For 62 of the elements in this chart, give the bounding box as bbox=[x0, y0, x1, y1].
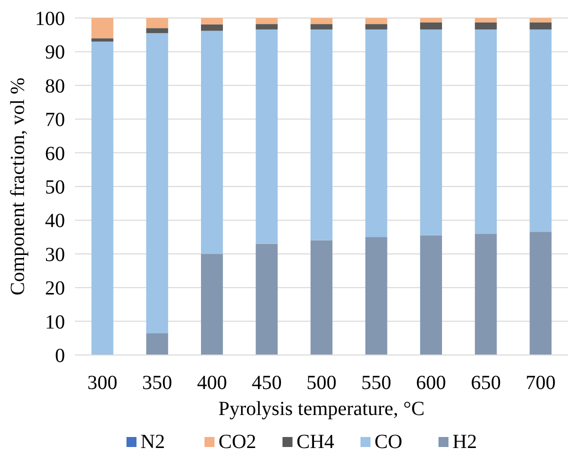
legend-label: CO bbox=[374, 431, 402, 453]
bar bbox=[310, 18, 332, 24]
bar bbox=[200, 254, 223, 355]
x-tick-label: 700 bbox=[526, 372, 556, 394]
bar bbox=[474, 22, 497, 30]
bar bbox=[256, 24, 278, 30]
y-tick-label: 60 bbox=[45, 142, 65, 165]
bar bbox=[200, 30, 223, 254]
y-tick-label: 80 bbox=[45, 75, 65, 98]
bar bbox=[310, 29, 332, 240]
bar bbox=[420, 22, 442, 30]
bar bbox=[256, 29, 278, 244]
x-tick-label: 300 bbox=[87, 372, 118, 394]
bar bbox=[530, 22, 552, 30]
bar bbox=[146, 33, 168, 334]
bar bbox=[200, 24, 223, 31]
bar bbox=[420, 29, 442, 236]
legend-label: H2 bbox=[452, 431, 477, 453]
x-axis-title: Pyrolysis temperature, °C bbox=[218, 398, 425, 420]
bar bbox=[474, 234, 497, 355]
bar bbox=[365, 29, 388, 238]
x-tick-label: 600 bbox=[416, 372, 446, 394]
x-tick-label: 550 bbox=[361, 372, 392, 394]
y-tick-label: 40 bbox=[45, 210, 65, 232]
y-tick-label: 30 bbox=[45, 244, 65, 266]
y-tick-label: 0 bbox=[55, 345, 65, 367]
bar bbox=[474, 29, 497, 234]
x-tick-label: 650 bbox=[470, 372, 501, 394]
bar bbox=[91, 42, 114, 355]
y-tick-label: 50 bbox=[45, 176, 65, 198]
y-axis-title: Component fraction, vol % bbox=[7, 78, 29, 296]
legend-label: CO2 bbox=[218, 431, 256, 453]
bar bbox=[310, 24, 332, 30]
bar bbox=[530, 18, 552, 22]
x-tick-label: 350 bbox=[142, 372, 172, 394]
x-tick-label: 400 bbox=[196, 372, 227, 394]
bar bbox=[91, 38, 114, 42]
legend-label: CH4 bbox=[296, 431, 334, 453]
bar bbox=[146, 28, 168, 34]
bar bbox=[310, 240, 332, 355]
bar bbox=[256, 18, 278, 24]
bar bbox=[365, 24, 388, 30]
y-tick-label: 70 bbox=[45, 109, 65, 132]
bar bbox=[365, 18, 388, 24]
bar bbox=[530, 29, 552, 232]
bar bbox=[365, 237, 388, 355]
x-tick-label: 500 bbox=[306, 372, 336, 394]
bar bbox=[91, 18, 114, 38]
bar bbox=[530, 232, 552, 355]
y-tick-label: 10 bbox=[45, 311, 65, 334]
x-tick-label: 450 bbox=[252, 372, 282, 394]
bar bbox=[146, 18, 168, 28]
y-tick-label: 90 bbox=[45, 42, 65, 64]
bar bbox=[474, 18, 497, 22]
y-tick-label: 100 bbox=[35, 8, 65, 30]
bar bbox=[420, 235, 442, 355]
bar bbox=[146, 333, 168, 355]
legend-label: N2 bbox=[140, 431, 165, 453]
bar bbox=[420, 18, 442, 22]
bar bbox=[256, 244, 278, 355]
bar bbox=[200, 18, 223, 24]
y-tick-label: 20 bbox=[45, 278, 65, 300]
